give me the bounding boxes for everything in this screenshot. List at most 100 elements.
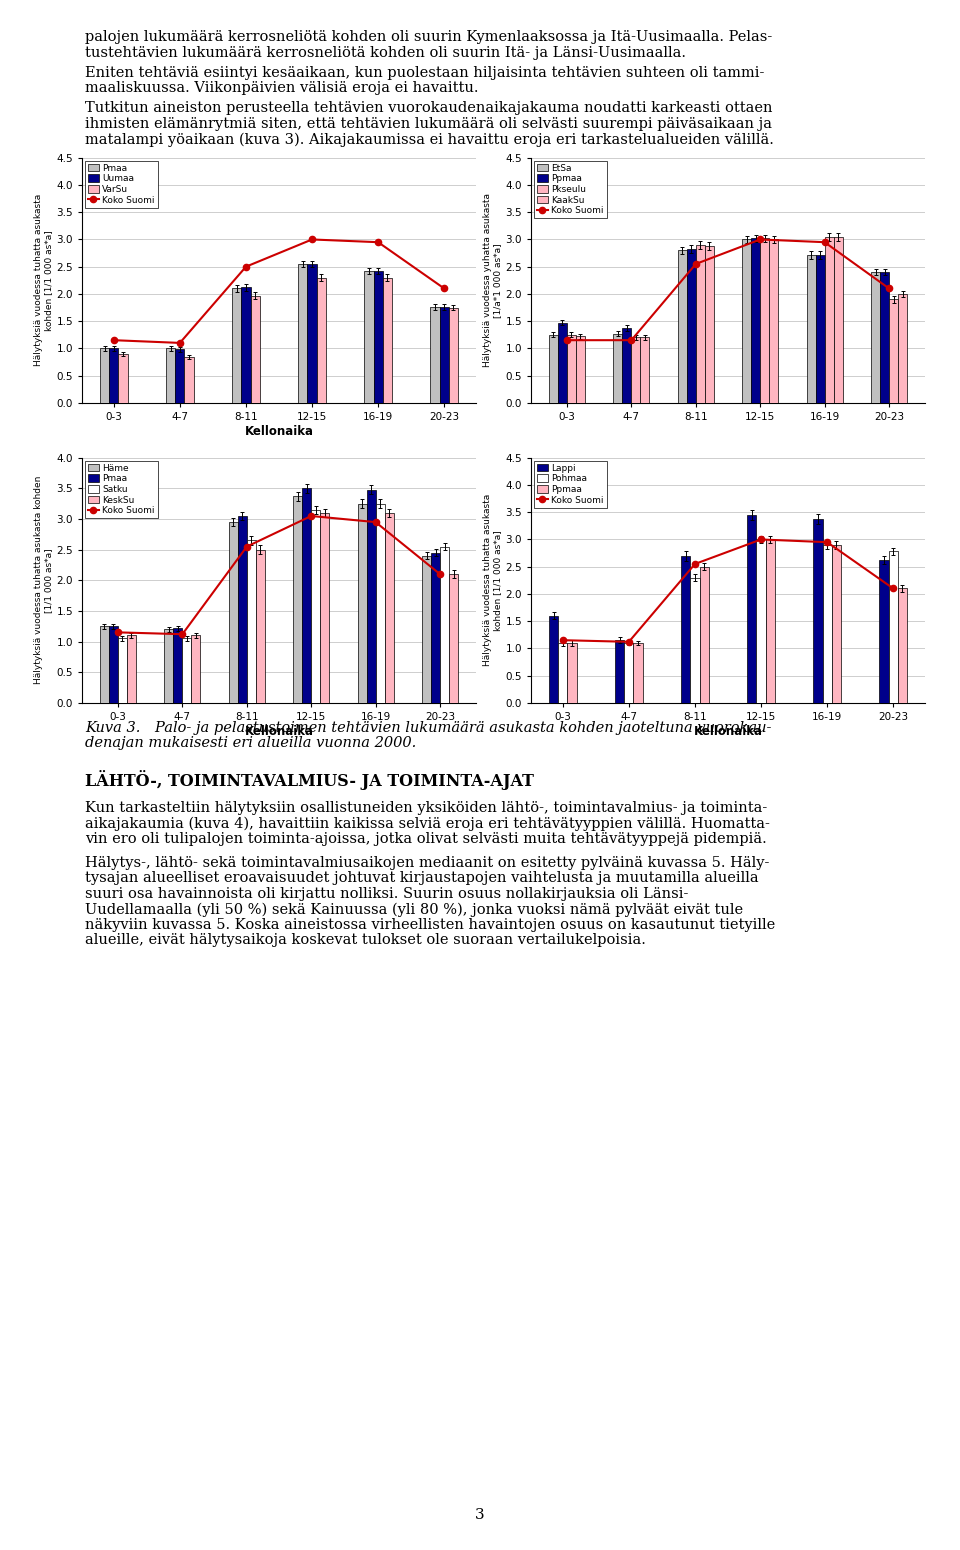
Text: Uudellamaalla (yli 50 %) sekä Kainuussa (yli 80 %), jonka vuoksi nämä pylväät ei: Uudellamaalla (yli 50 %) sekä Kainuussa … [85, 902, 743, 916]
Text: matalampi yöaikaan (kuva 3). Aikajakaumissa ei havaittu eroja eri tarkastelualue: matalampi yöaikaan (kuva 3). Aikajakaumi… [85, 132, 774, 147]
Bar [742, 239, 751, 403]
Bar [751, 239, 760, 403]
Bar [700, 567, 708, 702]
Text: tysajan alueelliset eroavaisuudet johtuvat kirjaustapojen vaihtelusta ja muutami: tysajan alueelliset eroavaisuudet johtuv… [85, 871, 758, 885]
Bar [302, 488, 311, 702]
Text: ihmisten elämänrytmiä siten, että tehtävien lukumäärä oli selvästi suurempi päiv: ihmisten elämänrytmiä siten, että tehtäv… [85, 116, 772, 130]
Bar [449, 307, 458, 403]
Text: tustehtävien lukumäärä kerrosneliötä kohden oli suurin Itä- ja Länsi-Uusimaalla.: tustehtävien lukumäärä kerrosneliötä koh… [85, 45, 686, 59]
Bar [634, 643, 643, 702]
Bar [367, 490, 375, 702]
Y-axis label: Hälytyksiä vuodessa tuhatta asukasta
kohden [1/1 000 as*a]: Hälytyksiä vuodessa tuhatta asukasta koh… [483, 494, 503, 666]
Bar [440, 307, 449, 403]
Bar [816, 254, 825, 403]
Text: suuri osa havainnoista oli kirjattu nolliksi. Suurin osuus nollakirjauksia oli L: suuri osa havainnoista oli kirjattu noll… [85, 887, 688, 901]
Bar [681, 556, 690, 702]
Bar [558, 322, 567, 403]
Bar [440, 547, 449, 702]
Bar [678, 251, 686, 403]
Bar [640, 338, 649, 403]
Bar [624, 643, 634, 702]
Bar [769, 239, 779, 403]
Legend: Häme, Pmaa, Satku, KeskSu, Koko Suomi: Häme, Pmaa, Satku, KeskSu, Koko Suomi [84, 460, 158, 518]
Bar [241, 287, 251, 403]
Bar [191, 636, 201, 702]
Bar [228, 522, 238, 702]
Text: vin ero oli tulipalojen toiminta-ajoissa, jotka olivat selvästi muita tehtävätyy: vin ero oli tulipalojen toiminta-ajoissa… [85, 832, 767, 846]
Bar [174, 628, 182, 702]
Bar [567, 335, 576, 403]
Bar [364, 271, 373, 403]
Bar [823, 546, 831, 702]
X-axis label: Kellonaika: Kellonaika [245, 724, 314, 738]
Bar [176, 349, 184, 403]
Bar [747, 515, 756, 702]
Bar [108, 626, 118, 702]
Bar [831, 546, 841, 702]
Text: palojen lukumäärä kerrosneliötä kohden oli suurin Kymenlaaksossa ja Itä-Uusimaal: palojen lukumäärä kerrosneliötä kohden o… [85, 29, 772, 43]
Bar [879, 560, 889, 702]
Text: maaliskuussa. Viikonpäivien välisiä eroja ei havaittu.: maaliskuussa. Viikonpäivien välisiä eroj… [85, 81, 478, 95]
Bar [375, 504, 385, 702]
Bar [357, 504, 367, 702]
Bar [615, 640, 624, 702]
Bar [813, 519, 823, 702]
Text: Tutkitun aineiston perusteella tehtävien vuorokaudenaikajakauma noudatti karkeas: Tutkitun aineiston perusteella tehtävien… [85, 101, 773, 115]
Bar [549, 615, 558, 702]
Bar [293, 496, 302, 702]
Y-axis label: Hälytyksiä vuodessa tuhatta asukasta kohden
[1/1 000 as*a]: Hälytyksiä vuodessa tuhatta asukasta koh… [35, 476, 54, 685]
Legend: Pmaa, Uumaa, VarSu, Koko Suomi: Pmaa, Uumaa, VarSu, Koko Suomi [84, 161, 158, 208]
Y-axis label: Hälytyksiä vuodessa tuhatta asukasta
kohden [1/1 000 as*a]: Hälytyksiä vuodessa tuhatta asukasta koh… [35, 194, 54, 366]
Text: Hälytys-, lähtö- sekä toimintavalmiusaikojen mediaanit on esitetty pylväinä kuva: Hälytys-, lähtö- sekä toimintavalmiusaik… [85, 856, 769, 870]
Bar [100, 626, 108, 702]
Bar [558, 643, 567, 702]
Bar [164, 629, 174, 702]
Bar [100, 349, 109, 403]
Bar [238, 516, 247, 702]
Bar [299, 264, 307, 403]
Bar [889, 299, 898, 403]
Bar [321, 513, 329, 702]
Bar [898, 294, 907, 403]
Text: alueille, eivät hälytysaikoja koskevat tulokset ole suoraan vertailukelpoisia.: alueille, eivät hälytysaikoja koskevat t… [85, 933, 646, 947]
Bar [696, 245, 705, 403]
Bar [431, 553, 440, 702]
Bar [311, 510, 321, 702]
Bar [317, 277, 326, 403]
Bar [232, 288, 241, 403]
Bar [247, 541, 255, 702]
Bar [825, 237, 833, 403]
Bar [756, 539, 766, 702]
Text: aikajakaumia (kuva 4), havaittiin kaikissa selviä eroja eri tehtävätyyppien väli: aikajakaumia (kuva 4), havaittiin kaikis… [85, 817, 770, 831]
Bar [632, 338, 640, 403]
Text: 3: 3 [475, 1508, 485, 1522]
Bar [766, 539, 775, 702]
Bar [118, 639, 127, 702]
Bar [182, 639, 191, 702]
Bar [690, 578, 700, 702]
Text: Eniten tehtäviä esiintyi kesäaikaan, kun puolestaan hiljaisinta tehtävien suhtee: Eniten tehtäviä esiintyi kesäaikaan, kun… [85, 65, 764, 79]
Bar [383, 277, 392, 403]
X-axis label: Kellonaika: Kellonaika [693, 724, 762, 738]
Bar [449, 574, 458, 702]
Bar [833, 237, 843, 403]
Bar [613, 333, 622, 403]
Text: Kun tarkasteltiin hälytyksiin osallistuneiden yksiköiden lähtö-, toimintavalmius: Kun tarkasteltiin hälytyksiin osallistun… [85, 801, 767, 815]
Bar [567, 643, 577, 702]
Text: näkyviin kuvassa 5. Koska aineistossa virheellisten havaintojen osuus on kasautu: näkyviin kuvassa 5. Koska aineistossa vi… [85, 918, 776, 932]
Bar [686, 250, 696, 403]
Bar [549, 335, 558, 403]
Bar [373, 271, 383, 403]
Bar [806, 254, 816, 403]
Bar [307, 264, 317, 403]
Text: LÄHTÖ-, TOIMINTAVALMIUS- JA TOIMINTA-AJAT: LÄHTÖ-, TOIMINTAVALMIUS- JA TOIMINTA-AJA… [85, 770, 534, 790]
Bar [760, 239, 769, 403]
Bar [705, 246, 714, 403]
Legend: EtSa, Ppmaa, Pkseulu, KaakSu, Koko Suomi: EtSa, Ppmaa, Pkseulu, KaakSu, Koko Suomi [534, 161, 607, 219]
Text: Kuva 3. Palo- ja pelastustoimen tehtävien lukumäärä asukasta kohden jaoteltuna v: Kuva 3. Palo- ja pelastustoimen tehtävie… [85, 721, 772, 735]
Y-axis label: Hälytyksiä vuodessa yuhatta asukasta
[1/a*1 000 as*a]: Hälytyksiä vuodessa yuhatta asukasta [1/… [483, 194, 503, 367]
Bar [898, 589, 907, 702]
Bar [880, 273, 889, 403]
Bar [871, 273, 880, 403]
Bar [251, 296, 260, 403]
